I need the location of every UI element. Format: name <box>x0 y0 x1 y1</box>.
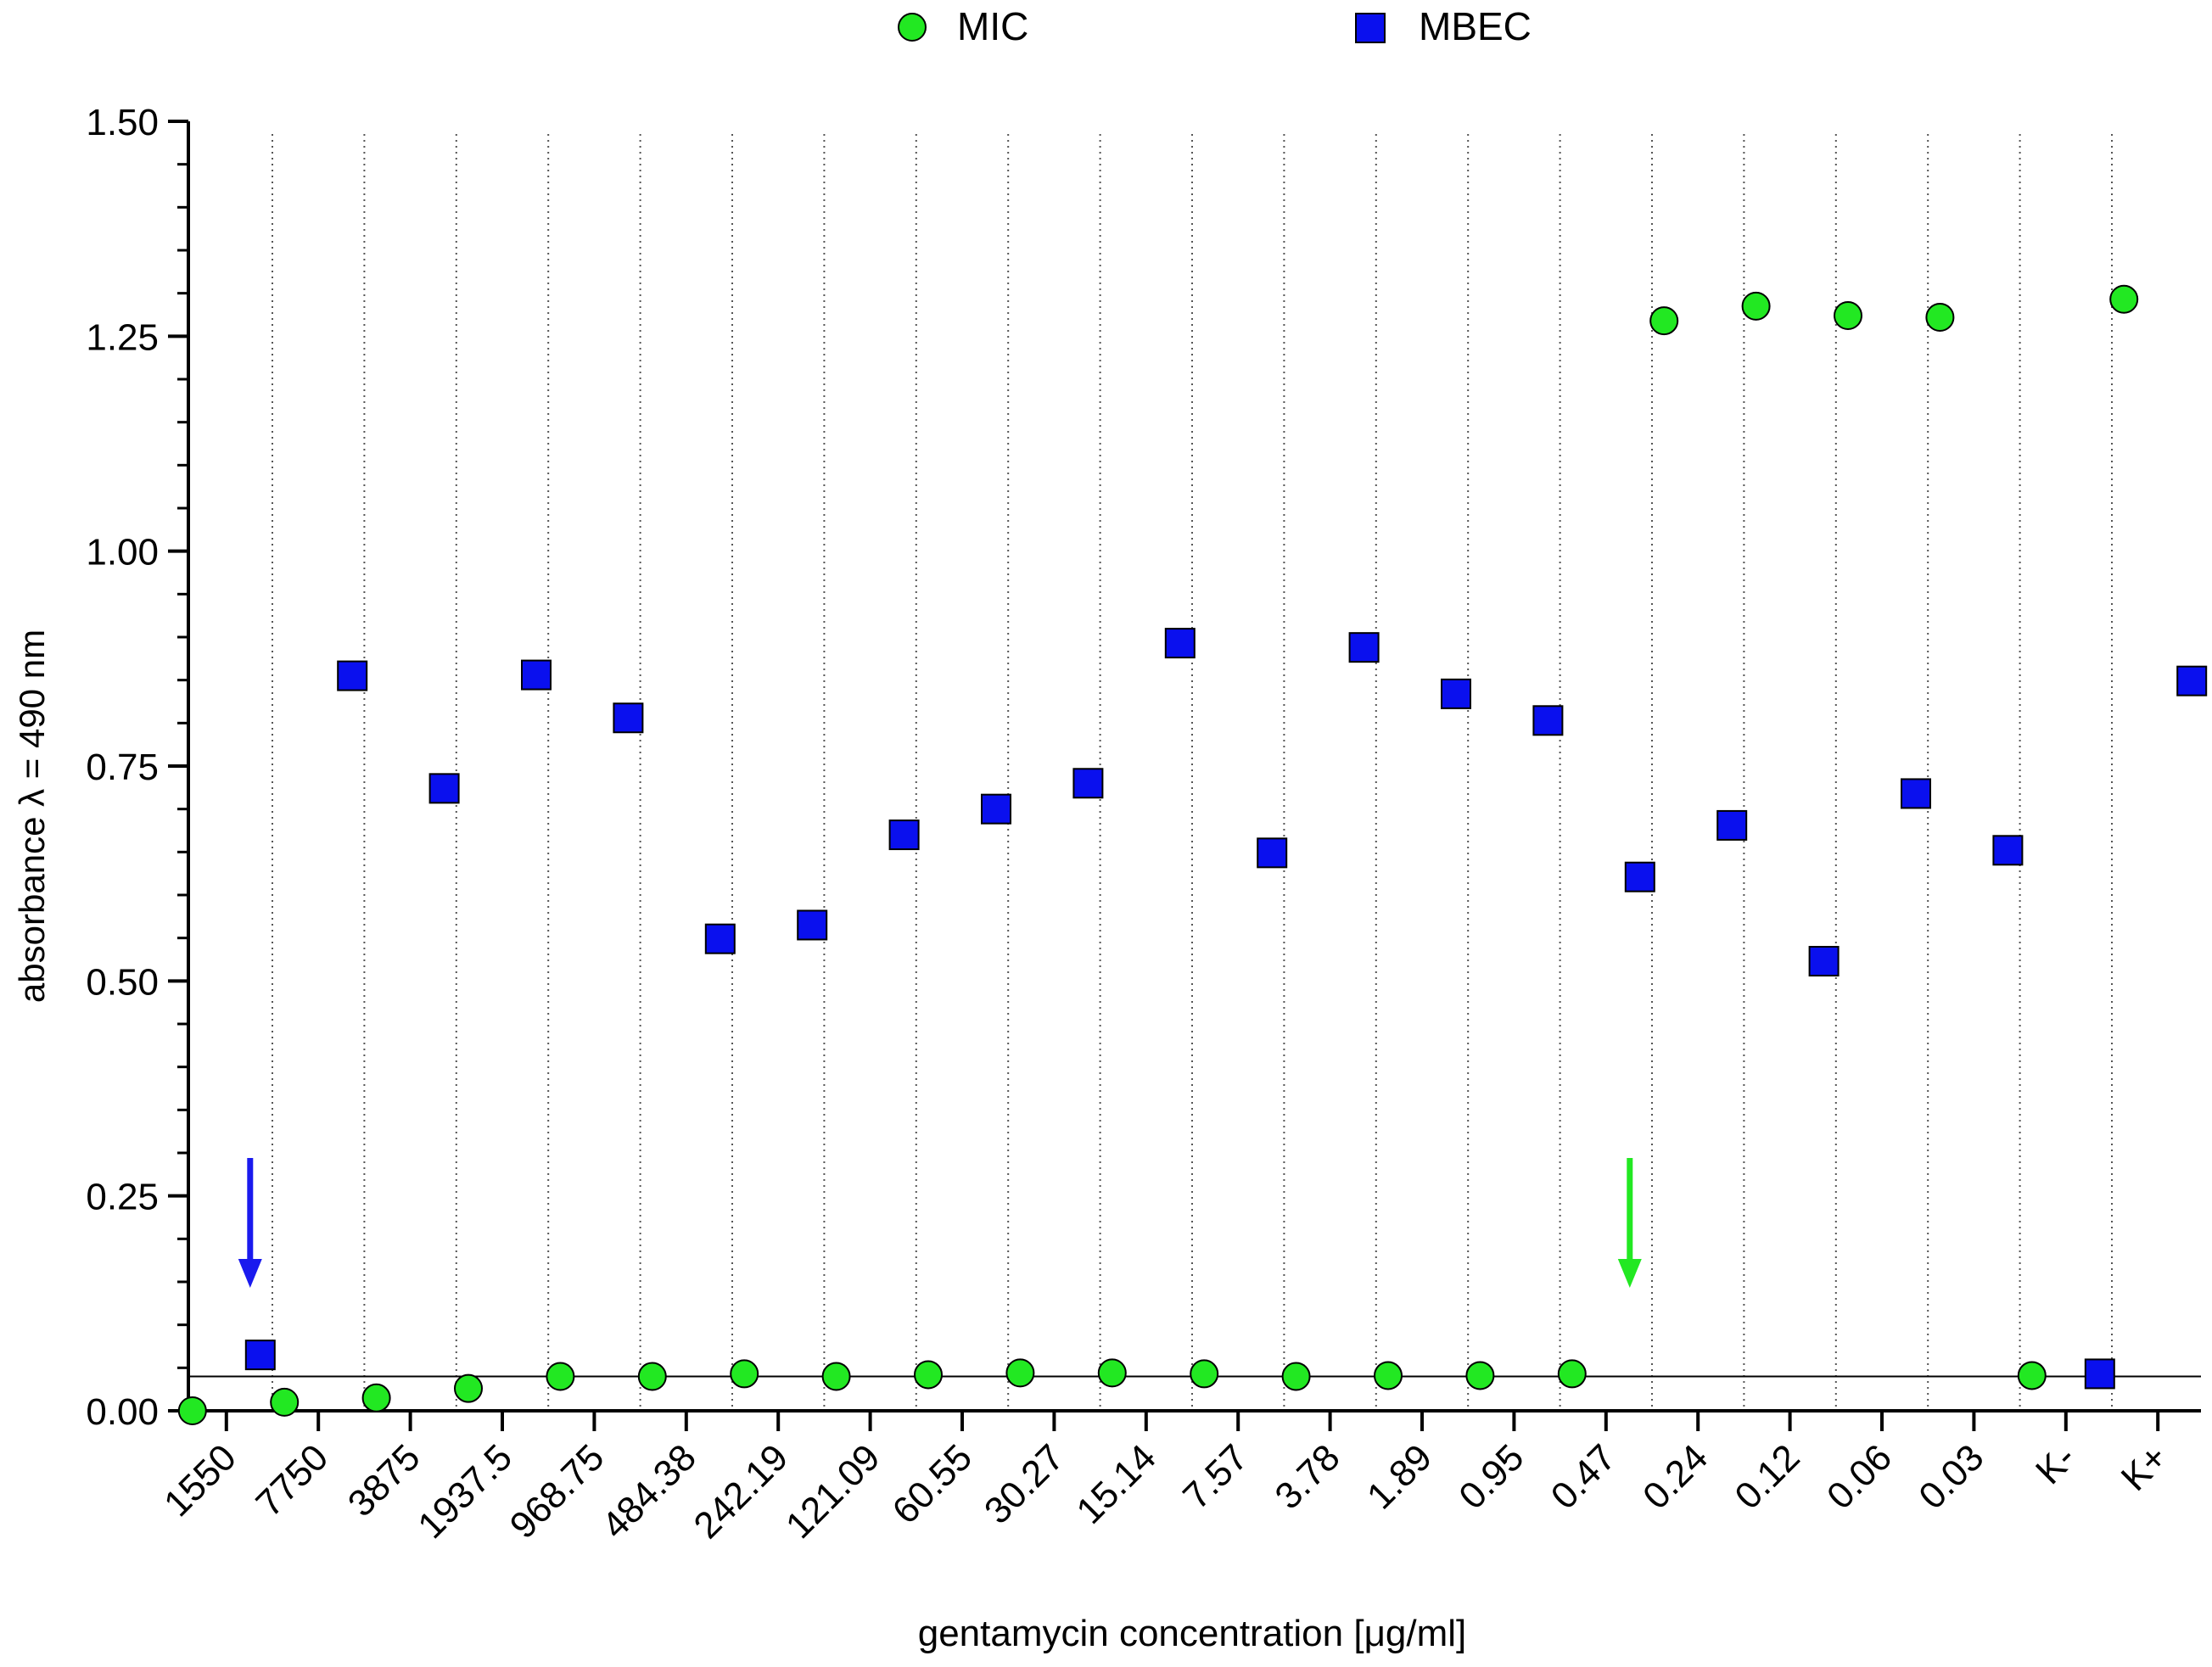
x-tick-label: K- <box>2028 1436 2084 1492</box>
data-point-mic <box>914 1360 943 1390</box>
data-point-mic <box>1557 1359 1587 1389</box>
x-tick-label: 7.57 <box>1175 1436 1256 1517</box>
x-tick-label: 7750 <box>248 1436 336 1524</box>
y-tick-label: 0.75 <box>86 747 159 788</box>
data-point-mic <box>546 1362 575 1391</box>
x-tick-label: 0.95 <box>1451 1436 1532 1517</box>
data-point-mic <box>270 1387 300 1417</box>
x-tick-label: 0.03 <box>1911 1436 1991 1517</box>
data-point-mic <box>1465 1361 1495 1390</box>
data-point-mic <box>1190 1359 1219 1389</box>
data-point-mbec <box>1901 778 1931 809</box>
data-point-mbec <box>1441 678 1471 709</box>
legend-marker-mbec <box>1355 13 1386 43</box>
annotation-arrow-head <box>1617 1259 1642 1288</box>
data-point-mbec <box>1072 768 1104 799</box>
data-point-mbec <box>1992 835 2024 866</box>
data-point-mbec <box>1164 628 1196 659</box>
x-tick-label: 0.24 <box>1635 1436 1716 1517</box>
y-tick-label: 0.00 <box>86 1391 159 1433</box>
data-point-mic <box>177 1396 207 1425</box>
data-point-mic <box>2109 284 2139 314</box>
x-tick-label: 0.47 <box>1543 1436 1624 1517</box>
x-tick-label: 121.09 <box>778 1436 888 1547</box>
data-point-mic <box>454 1373 483 1403</box>
data-point-mbec <box>2176 665 2208 696</box>
data-point-mbec <box>521 659 552 691</box>
x-tick-label: 30.27 <box>977 1436 1072 1532</box>
y-tick-label: 1.50 <box>86 102 159 143</box>
data-points <box>177 284 2208 1425</box>
x-axis-label: gentamycin concentration [μg/ml] <box>918 1613 1467 1654</box>
data-point-mic <box>1097 1358 1127 1388</box>
x-tick-label: 968.75 <box>502 1436 613 1547</box>
data-point-mic <box>637 1362 667 1391</box>
data-point-mbec <box>888 820 920 851</box>
x-tick-label: 0.06 <box>1819 1436 1900 1517</box>
gridlines <box>272 134 2113 1411</box>
x-tick-label: 1937.5 <box>410 1436 520 1547</box>
annotation-arrow-head <box>238 1259 262 1288</box>
annotation-arrows <box>238 1158 1642 1288</box>
x-tick-label: 0.12 <box>1727 1436 1807 1517</box>
data-point-mbec <box>1257 837 1288 869</box>
legend: MIC MBEC <box>898 4 1532 48</box>
data-point-mbec <box>704 923 736 954</box>
data-point-mic <box>1925 303 1955 333</box>
x-tick-label: 242.19 <box>686 1436 796 1547</box>
data-point-mbec <box>1624 861 1655 892</box>
x-tick-label: 1.89 <box>1359 1436 1440 1517</box>
y-tick-label: 1.25 <box>86 316 159 358</box>
data-point-mic <box>821 1362 851 1391</box>
data-point-mbec <box>428 773 460 804</box>
data-point-mbec <box>2084 1358 2115 1390</box>
data-point-mbec <box>244 1340 276 1371</box>
data-point-mic <box>1005 1358 1035 1388</box>
x-tick-label: K+ <box>2114 1436 2176 1499</box>
data-point-mic <box>730 1359 759 1389</box>
y-tick-label: 0.50 <box>86 961 159 1003</box>
data-point-mbec <box>1808 946 1840 977</box>
data-point-mbec <box>1716 809 1748 841</box>
x-tick-label: 3.78 <box>1267 1436 1347 1517</box>
data-point-mbec <box>981 793 1011 825</box>
x-tick-label: 1550 <box>156 1436 244 1524</box>
data-point-mic <box>1281 1362 1311 1391</box>
x-tick-label: 15.14 <box>1068 1436 1164 1532</box>
data-point-mbec <box>1348 632 1380 663</box>
y-tick-label: 0.25 <box>86 1177 159 1218</box>
legend-label-mic: MIC <box>957 4 1028 48</box>
data-point-mic <box>1834 301 1862 331</box>
data-point-mic <box>1374 1361 1403 1390</box>
legend-label-mbec: MBEC <box>1419 4 1532 48</box>
data-point-mbec <box>1532 705 1564 736</box>
data-point-mbec <box>613 702 644 734</box>
data-point-mbec <box>797 909 828 941</box>
y-axis-label: absorbance λ = 490 nm <box>12 629 52 1003</box>
data-point-mic <box>2017 1361 2047 1390</box>
x-tick-label: 60.55 <box>885 1436 981 1532</box>
data-point-mic <box>1649 306 1679 336</box>
legend-marker-mic <box>898 13 927 42</box>
x-tick-label: 484.38 <box>594 1436 704 1547</box>
data-point-mic <box>1741 291 1771 321</box>
data-point-mbec <box>337 660 368 691</box>
y-tick-label: 1.00 <box>86 532 159 573</box>
data-point-mic <box>361 1383 391 1412</box>
